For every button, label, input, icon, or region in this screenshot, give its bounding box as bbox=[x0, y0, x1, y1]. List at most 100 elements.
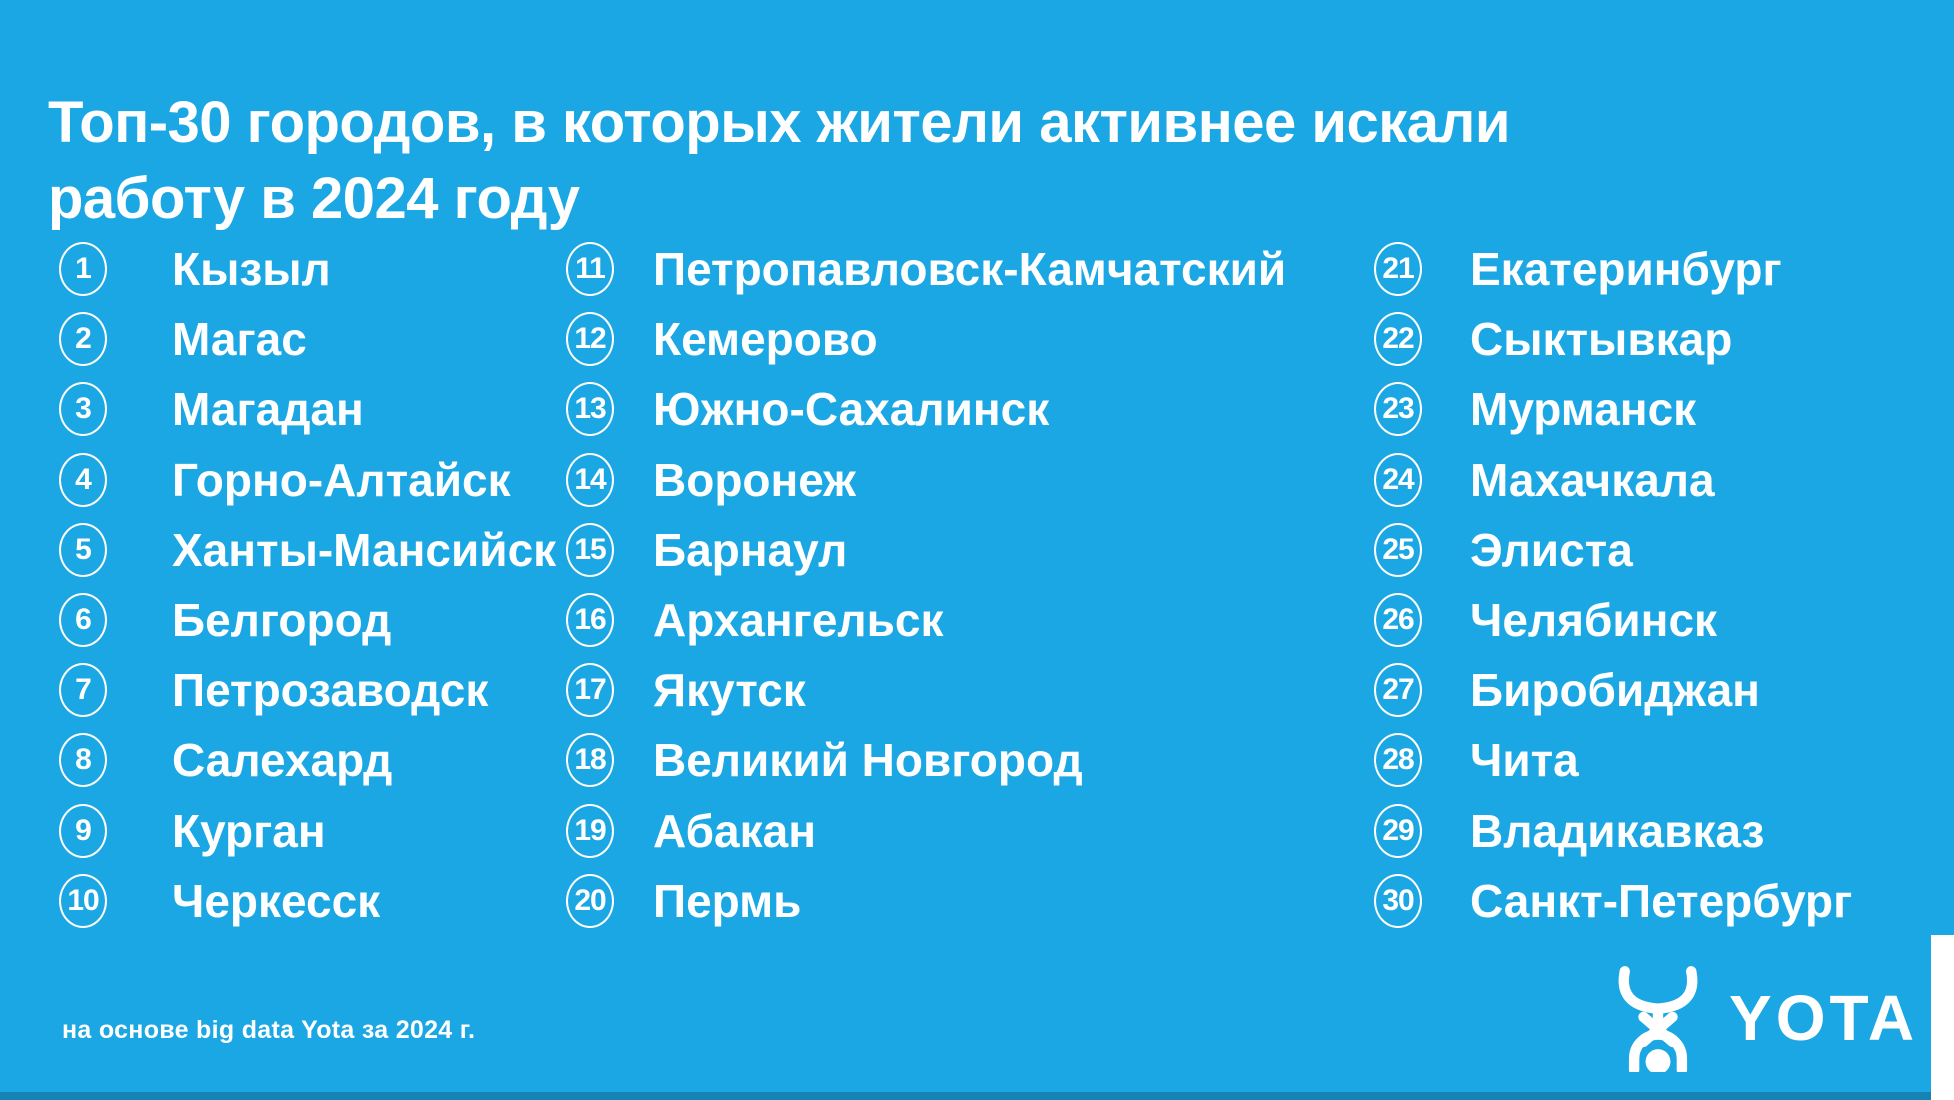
list-item: 12 Кемерово bbox=[566, 304, 1286, 374]
canvas-white-gap bbox=[1931, 935, 1954, 1100]
city-name: Петрозаводск bbox=[172, 664, 489, 717]
rank-badge: 15 bbox=[566, 522, 614, 577]
city-name: Кызыл bbox=[172, 243, 331, 296]
city-name: Сыктывкар bbox=[1470, 313, 1733, 366]
yota-wordmark: YOTA bbox=[1729, 982, 1919, 1054]
rank-badge: 29 bbox=[1374, 803, 1422, 858]
list-item: 7 Петрозаводск bbox=[59, 655, 556, 725]
list-item: 3 Магадан bbox=[59, 374, 556, 444]
slide-bottom-edge bbox=[0, 1092, 1931, 1100]
rank-badge: 9 bbox=[59, 803, 107, 858]
city-name: Магадан bbox=[172, 383, 364, 436]
rank-badge: 1 bbox=[59, 242, 107, 297]
rank-badge: 4 bbox=[59, 452, 107, 507]
list-item: 18 Великий Новгород bbox=[566, 725, 1286, 795]
rank-badge: 23 bbox=[1374, 382, 1422, 437]
city-name: Махачкала bbox=[1470, 453, 1715, 506]
yota-logo: YOTA bbox=[1611, 964, 1918, 1072]
city-name: Владикавказ bbox=[1470, 804, 1765, 857]
city-name: Элиста bbox=[1470, 523, 1633, 576]
list-item: 1 Кызыл bbox=[59, 234, 556, 304]
list-item: 14 Воронеж bbox=[566, 445, 1286, 515]
list-item: 24 Махачкала bbox=[1374, 445, 1852, 515]
city-name: Петропавловск-Камчатский bbox=[653, 243, 1287, 296]
city-column-1: 1 Кызыл 2 Магас 3 Магадан 4 Горно-Алтайск 5 Х… bbox=[59, 234, 556, 936]
list-item: 10 Черкесск bbox=[59, 866, 556, 936]
city-name: Великий Новгород bbox=[653, 734, 1083, 787]
list-item: 26 Челябинск bbox=[1374, 585, 1852, 655]
rank-badge: 12 bbox=[566, 312, 614, 367]
list-item: 6 Белгород bbox=[59, 585, 556, 655]
rank-badge: 30 bbox=[1374, 873, 1422, 928]
rank-badge: 3 bbox=[59, 382, 107, 437]
city-name: Салехард bbox=[172, 734, 393, 787]
page-title: Топ-30 городов, в которых жители активне… bbox=[48, 85, 1511, 237]
city-name: Кемерово bbox=[653, 313, 878, 366]
city-name: Воронеж bbox=[653, 453, 856, 506]
list-item: 25 Элиста bbox=[1374, 515, 1852, 585]
city-name: Черкесск bbox=[172, 874, 381, 927]
list-item: 28 Чита bbox=[1374, 725, 1852, 795]
city-name: Курган bbox=[172, 804, 326, 857]
page-title-line-2: работу в 2024 году bbox=[48, 165, 580, 231]
rank-badge: 13 bbox=[566, 382, 614, 437]
rank-badge: 22 bbox=[1374, 312, 1422, 367]
rank-badge: 26 bbox=[1374, 593, 1422, 648]
rank-badge: 10 bbox=[59, 873, 107, 928]
city-name: Архангельск bbox=[653, 594, 944, 647]
list-item: 5 Ханты-Мансийск bbox=[59, 515, 556, 585]
city-name: Барнаул bbox=[653, 523, 848, 576]
list-item: 20 Пермь bbox=[566, 866, 1286, 936]
list-item: 27 Биробиджан bbox=[1374, 655, 1852, 725]
rank-badge: 7 bbox=[59, 663, 107, 718]
city-name: Биробиджан bbox=[1470, 664, 1760, 717]
rank-badge: 11 bbox=[566, 242, 614, 297]
source-note: на основе big data Yota за 2024 г. bbox=[62, 1016, 476, 1044]
list-item: 11 Петропавловск-Камчатский bbox=[566, 234, 1286, 304]
rank-badge: 27 bbox=[1374, 663, 1422, 718]
page-title-line-1: Топ-30 городов, в которых жители активне… bbox=[48, 89, 1511, 155]
city-name: Магас bbox=[172, 313, 307, 366]
rank-badge: 2 bbox=[59, 312, 107, 367]
list-item: 8 Салехард bbox=[59, 725, 556, 795]
rank-badge: 6 bbox=[59, 593, 107, 648]
list-item: 23 Мурманск bbox=[1374, 374, 1852, 444]
city-name: Ханты-Мансийск bbox=[172, 523, 557, 576]
list-item: 19 Абакан bbox=[566, 796, 1286, 866]
list-item: 30 Санкт-Петербург bbox=[1374, 866, 1852, 936]
rank-badge: 17 bbox=[566, 663, 614, 718]
city-name: Абакан bbox=[653, 804, 816, 857]
city-name: Белгород bbox=[172, 594, 392, 647]
rank-badge: 18 bbox=[566, 733, 614, 788]
city-name: Мурманск bbox=[1470, 383, 1697, 436]
yota-logo-icon bbox=[1611, 964, 1705, 1072]
rank-badge: 24 bbox=[1374, 452, 1422, 507]
rank-badge: 20 bbox=[566, 873, 614, 928]
city-name: Чита bbox=[1470, 734, 1579, 787]
rank-badge: 19 bbox=[566, 803, 614, 858]
list-item: 22 Сыктывкар bbox=[1374, 304, 1852, 374]
city-name: Санкт-Петербург bbox=[1470, 874, 1853, 927]
city-column-2: 11 Петропавловск-Камчатский 12 Кемерово 13… bbox=[566, 234, 1286, 936]
rank-badge: 21 bbox=[1374, 242, 1422, 297]
list-item: 4 Горно-Алтайск bbox=[59, 445, 556, 515]
rank-badge: 16 bbox=[566, 593, 614, 648]
list-item: 15 Барнаул bbox=[566, 515, 1286, 585]
city-column-3: 21 Екатеринбург 22 Сыктывкар 23 Мурманск 24… bbox=[1374, 234, 1852, 936]
rank-badge: 25 bbox=[1374, 522, 1422, 577]
list-item: 21 Екатеринбург bbox=[1374, 234, 1852, 304]
list-item: 13 Южно-Сахалинск bbox=[566, 374, 1286, 444]
city-name: Горно-Алтайск bbox=[172, 453, 511, 506]
list-item: 16 Архангельск bbox=[566, 585, 1286, 655]
rank-badge: 5 bbox=[59, 522, 107, 577]
rank-badge: 14 bbox=[566, 452, 614, 507]
list-item: 9 Курган bbox=[59, 796, 556, 866]
city-name: Якутск bbox=[653, 664, 806, 717]
list-item: 2 Магас bbox=[59, 304, 556, 374]
city-name: Южно-Сахалинск bbox=[653, 383, 1050, 436]
city-name: Пермь bbox=[653, 874, 802, 927]
rank-badge: 28 bbox=[1374, 733, 1422, 788]
city-name: Челябинск bbox=[1470, 594, 1718, 647]
list-item: 29 Владикавказ bbox=[1374, 796, 1852, 866]
